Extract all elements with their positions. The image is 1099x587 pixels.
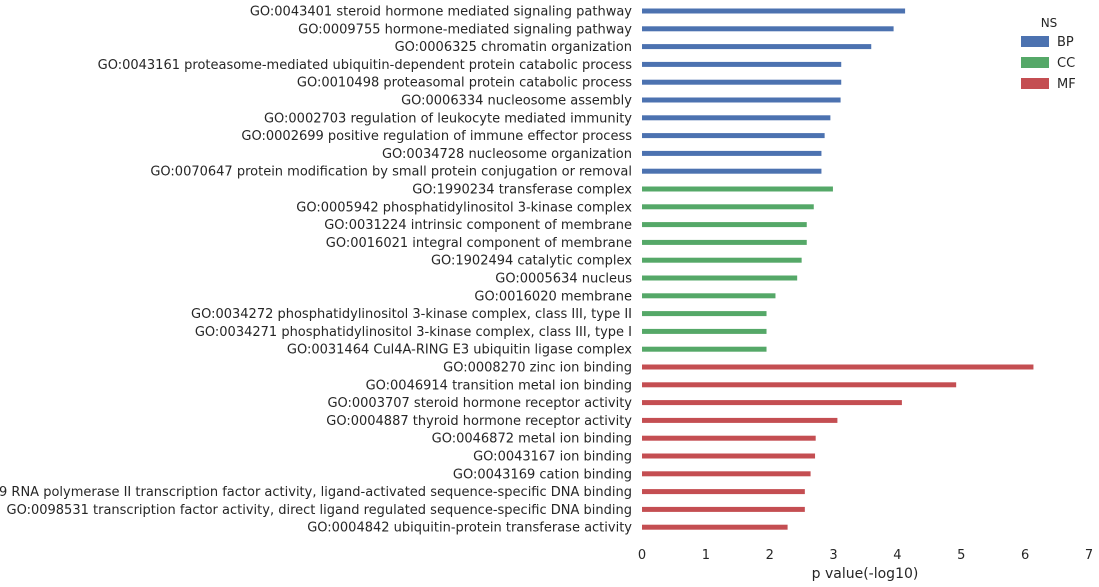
bar-mf [642,382,957,388]
category-label: GO:0031224 intrinsic component of membra… [324,218,632,233]
category-label: GO:0002703 regulation of leukocyte media… [264,111,632,126]
category-label: GO:0031464 Cul4A-RING E3 ubiquitin ligas… [287,343,632,358]
bar-mf [642,417,838,423]
bar-mf [642,400,902,406]
bar-cc [642,328,767,334]
category-label: GO:0043167 ion binding [473,450,632,465]
bar-cc [642,257,802,263]
legend-entries: BP CC MF [1021,35,1076,92]
category-label: GO:1990234 transferase complex [412,183,632,198]
legend-label-mf: MF [1057,77,1076,92]
category-label: GO:0004887 thyroid hormone receptor acti… [326,414,632,429]
x-tick-label: 6 [1021,548,1029,563]
x-tick-label: 0 [638,548,646,563]
category-label: GO:0006325 chromatin organization [395,40,632,55]
category-label: GO:0043161 proteasome-mediated ubiquitin… [98,58,633,73]
category-label: GO:0009755 hormone-mediated signaling pa… [298,22,632,37]
bar-bp [642,79,842,85]
category-label: GO:0098531 transcription factor activity… [7,503,632,518]
bar-bp [642,115,831,121]
x-tick-label: 5 [957,548,965,563]
legend-swatch-cc [1021,57,1049,68]
category-label: GO:0010498 proteasomal protein catabolic… [297,76,632,91]
bar-cc [642,186,833,192]
category-label: GO:0034728 nucleosome organization [382,147,632,162]
bar-mf [642,506,805,512]
bar-cc [642,293,776,299]
category-label: GO:0006334 nucleosome assembly [401,94,632,109]
category-label: GO:0034271 phosphatidylinositol 3-kinase… [195,325,632,340]
category-label: GO:0016020 membrane [474,289,632,304]
category-label: GO:0004879 RNA polymerase II transcripti… [0,485,632,500]
legend: NS BP CC MF [1021,16,1076,92]
category-label: GO:0046872 metal ion binding [432,432,632,447]
x-tick-label: 3 [829,548,837,563]
category-label: GO:0034272 phosphatidylinositol 3-kinase… [191,307,632,322]
bar-bp [642,168,822,174]
bar-cc [642,239,807,245]
category-label: GO:0016021 integral component of membran… [326,236,632,251]
bars-layer [642,8,1034,530]
category-label: GO:0005634 nucleus [495,272,632,287]
bar-bp [642,97,841,103]
bar-cc [642,222,807,228]
bar-mf [642,524,788,530]
bar-cc [642,275,798,281]
x-tick-label: 2 [766,548,774,563]
x-axis-title: p value(-log10) [812,566,919,582]
bar-cc [642,311,767,317]
bar-cc [642,204,814,210]
bar-bp [642,133,825,139]
category-label: GO:0002699 positive regulation of immune… [241,129,632,144]
bar-bp [642,26,894,32]
legend-swatch-bp [1021,36,1049,47]
bar-mf [642,489,805,495]
bar-bp [642,61,842,67]
x-tick-label: 1 [702,548,710,563]
bar-mf [642,364,1034,370]
x-tick-label: 4 [893,548,901,563]
bar-mf [642,453,816,459]
bar-mf [642,435,816,441]
category-label: GO:0046914 transition metal ion binding [366,378,632,393]
category-label: GO:1902494 catalytic complex [431,254,632,269]
bar-bp [642,150,822,156]
category-label: GO:0008270 zinc ion binding [443,361,632,376]
category-label: GO:0043169 cation binding [453,467,632,482]
x-axis-ticks: 0 1 2 3 4 5 6 7 [638,548,1093,563]
legend-label-cc: CC [1057,56,1075,71]
category-label: GO:0005942 phosphatidylinositol 3-kinase… [296,200,632,215]
bar-bp [642,44,872,50]
category-label: GO:0003707 steroid hormone receptor acti… [327,396,632,411]
category-label: GO:0043401 steroid hormone mediated sign… [250,5,632,20]
category-label: GO:0004842 ubiquitin-protein transferase… [307,521,632,536]
bar-cc [642,346,767,352]
legend-title: NS [1041,16,1058,30]
category-labels: GO:0043401 steroid hormone mediated sign… [0,5,632,536]
bar-mf [642,471,811,477]
x-tick-label: 7 [1085,548,1093,563]
bar-bp [642,8,906,14]
category-label: GO:0070647 protein modification by small… [150,165,632,180]
legend-swatch-mf [1021,78,1049,89]
legend-label-bp: BP [1057,35,1074,50]
